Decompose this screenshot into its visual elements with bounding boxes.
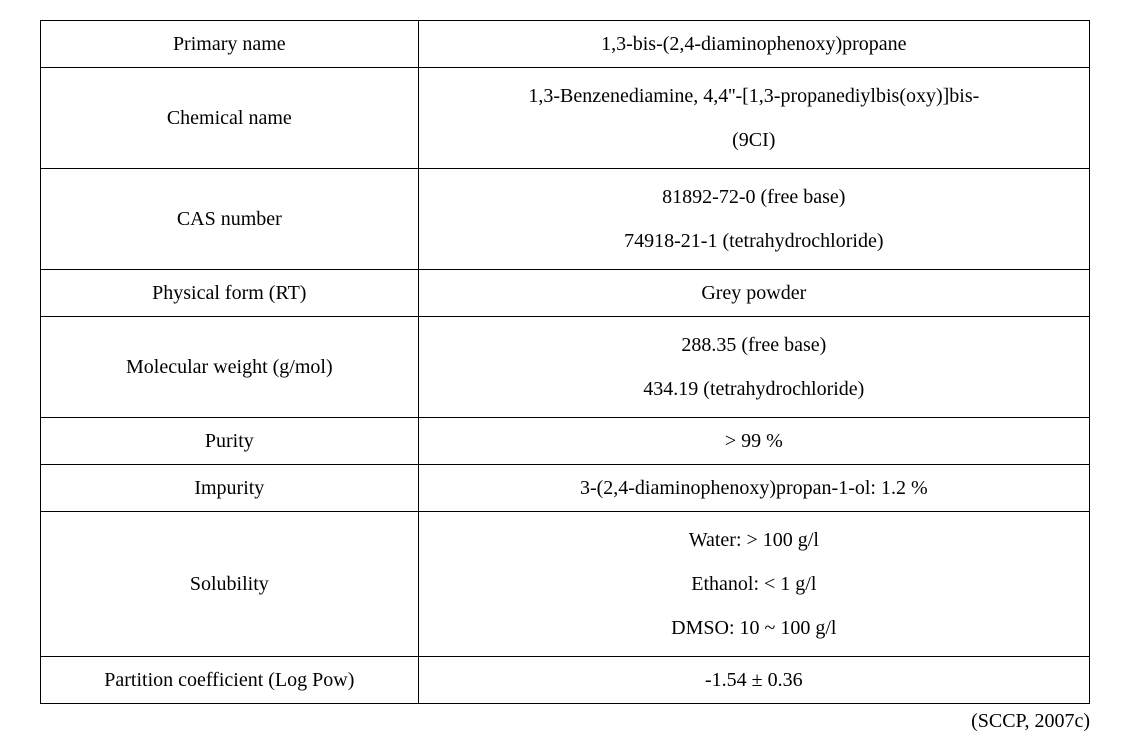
table-body: Primary name1,3-bis-(2,4-diaminophenoxy)… — [41, 21, 1090, 704]
property-label: Chemical name — [41, 68, 419, 169]
property-value: 288.35 (free base)434.19 (tetrahydrochlo… — [418, 317, 1089, 418]
property-value: > 99 % — [418, 418, 1089, 465]
property-value: -1.54 ± 0.36 — [418, 657, 1089, 704]
property-label: CAS number — [41, 169, 419, 270]
property-label: Primary name — [41, 21, 419, 68]
property-label: Physical form (RT) — [41, 270, 419, 317]
table-row: Impurity3-(2,4-diaminophenoxy)propan-1-o… — [41, 465, 1090, 512]
property-value: 81892-72-0 (free base)74918-21-1 (tetrah… — [418, 169, 1089, 270]
property-label: Molecular weight (g/mol) — [41, 317, 419, 418]
table-row: Molecular weight (g/mol)288.35 (free bas… — [41, 317, 1090, 418]
table-row: CAS number81892-72-0 (free base)74918-21… — [41, 169, 1090, 270]
table-row: Chemical name1,3-Benzenediamine, 4,4''-[… — [41, 68, 1090, 169]
chemical-properties-table: Primary name1,3-bis-(2,4-diaminophenoxy)… — [40, 20, 1090, 704]
table-row: Primary name1,3-bis-(2,4-diaminophenoxy)… — [41, 21, 1090, 68]
table-row: Partition coefficient (Log Pow)-1.54 ± 0… — [41, 657, 1090, 704]
property-label: Solubility — [41, 512, 419, 657]
table-row: Purity> 99 % — [41, 418, 1090, 465]
table-row: Physical form (RT)Grey powder — [41, 270, 1090, 317]
property-value: Grey powder — [418, 270, 1089, 317]
property-label: Partition coefficient (Log Pow) — [41, 657, 419, 704]
source-citation: (SCCP, 2007c) — [40, 704, 1090, 733]
property-label: Purity — [41, 418, 419, 465]
property-value: 1,3-Benzenediamine, 4,4''-[1,3-propanedi… — [418, 68, 1089, 169]
table-row: SolubilityWater: > 100 g/lEthanol: < 1 g… — [41, 512, 1090, 657]
property-value: 1,3-bis-(2,4-diaminophenoxy)propane — [418, 21, 1089, 68]
property-value: 3-(2,4-diaminophenoxy)propan-1-ol: 1.2 % — [418, 465, 1089, 512]
property-value: Water: > 100 g/lEthanol: < 1 g/lDMSO: 10… — [418, 512, 1089, 657]
property-label: Impurity — [41, 465, 419, 512]
